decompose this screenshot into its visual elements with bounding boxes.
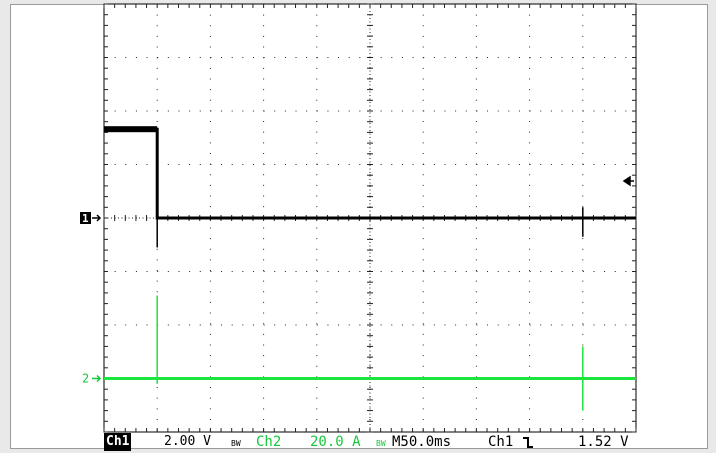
ch1-bandwidth-limit: BW bbox=[231, 439, 241, 448]
trace-ch1-high-band bbox=[104, 126, 158, 133]
ch2-marker-arrow-icon bbox=[92, 374, 102, 383]
timebase: M50.0ms bbox=[392, 434, 452, 450]
ch2-scale: 20.0 A bbox=[310, 434, 361, 450]
ch2-bandwidth-limit: BW bbox=[376, 439, 386, 448]
waveform-traces bbox=[104, 126, 636, 411]
ch1-scale: 2.00 V bbox=[164, 434, 211, 449]
trigger-source: Ch1 bbox=[488, 434, 514, 450]
ch1-marker-arrow-icon bbox=[92, 214, 102, 222]
ch1-marker-label: 1 bbox=[82, 212, 89, 225]
ch2-marker-label: 2 bbox=[82, 372, 89, 386]
falling-edge-icon bbox=[523, 437, 533, 448]
channel-markers: 12 bbox=[80, 175, 634, 386]
ch2-label: Ch2 bbox=[256, 434, 282, 450]
ch1-marker-box bbox=[80, 212, 91, 224]
status-bar: Ch1 2.00 V BW Ch2 20.0 A BW M50.0ms Ch1 … bbox=[104, 433, 636, 451]
trigger-level: 1.52 V bbox=[578, 434, 629, 450]
left-arrow-icon bbox=[622, 175, 634, 187]
ch1-tag: Ch1 bbox=[104, 433, 132, 451]
